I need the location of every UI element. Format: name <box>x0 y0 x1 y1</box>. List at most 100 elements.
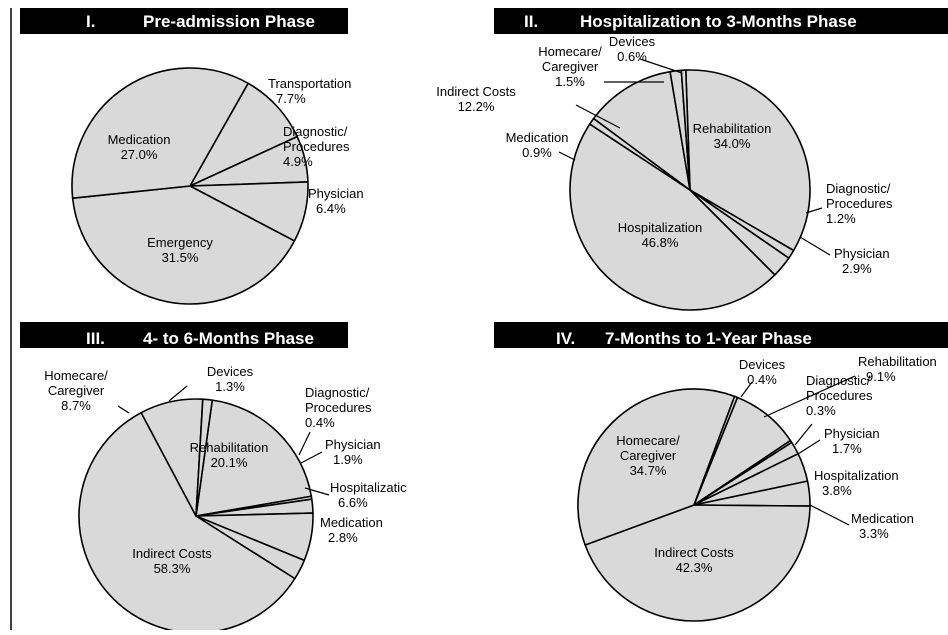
slice-value-label: 58.3% <box>154 561 191 576</box>
slice-value-label: 9.1% <box>866 369 896 384</box>
panel-4-label-devices: Devices 0.4% <box>739 357 786 387</box>
slice-name-label: Procedures <box>283 139 350 154</box>
panel-4-label-medication: Medication 3.3% <box>851 511 914 541</box>
slice-name-label: Indirect Costs <box>654 545 734 560</box>
panel-4-leader-physician <box>797 439 821 455</box>
panel-3-label-rehabilitation: Rehabilitation 20.1% <box>190 440 269 470</box>
slice-name-label: Devices <box>207 364 254 379</box>
slice-value-label: 2.9% <box>842 261 872 276</box>
slice-name-label: Hospitalization <box>814 468 899 483</box>
panel-2-label-medication: Medication 0.9% <box>506 130 569 160</box>
slice-name-label: Transportation <box>268 76 351 91</box>
slice-name-label: Medication <box>320 515 383 530</box>
slice-value-label: 8.7% <box>61 398 91 413</box>
panel-3-roman-numeral: III. <box>86 329 105 348</box>
slice-name-label: Diagnostic/ <box>283 124 348 139</box>
panel-3-slice-rehabilitation <box>195 399 313 517</box>
panel-4-title-bar <box>494 322 948 348</box>
panel-2-label-rehabilitation: Rehabilitation 34.0% <box>693 121 772 151</box>
slice-value-label: 34.0% <box>714 136 751 151</box>
panel-3-leader-hospitalizatic <box>304 487 330 496</box>
slice-value-label: 0.6% <box>617 49 647 64</box>
slice-value-label: 46.8% <box>642 235 679 250</box>
panel-3-title: 4- to 6-Months Phase <box>143 329 314 348</box>
slice-name-label: Homecare/ <box>538 44 602 59</box>
panel-1-label-medication: Medication 27.0% <box>108 132 171 162</box>
slice-name-label: Devices <box>609 34 656 49</box>
slice-name-label: Medication <box>506 130 569 145</box>
panel-3-label-medication: Medication 2.8% <box>320 515 383 545</box>
panel-3-label-devices: Devices 1.3% <box>207 364 254 394</box>
slice-name-label: Rehabilitation <box>190 440 269 455</box>
slice-name-label: Medication <box>108 132 171 147</box>
panel-2-slice-devices <box>680 69 691 191</box>
panel-4-slice-devices <box>693 395 739 506</box>
panel-2-label-hospitalization: Hospitalization 46.8% <box>618 220 703 250</box>
slice-name-label: Diagnostic/ <box>826 181 891 196</box>
slice-name-label: Medication <box>851 511 914 526</box>
panel-1-title: Pre-admission Phase <box>143 12 315 31</box>
slice-value-label: 1.3% <box>215 379 245 394</box>
slice-name-label: Devices <box>739 357 786 372</box>
slice-name-label: Hospitalization <box>618 220 703 235</box>
panel-2-label-devices: Devices 0.6% <box>609 34 656 64</box>
slice-name-label: Indirect Costs <box>132 546 212 561</box>
panel-3-slice-devices <box>195 398 214 517</box>
panel-4-leader-devices <box>740 381 753 398</box>
slice-value-label: 31.5% <box>162 250 199 265</box>
panel-2-label-physician: Physician 2.9% <box>834 246 890 276</box>
panel-1-roman-numeral: I. <box>86 12 95 31</box>
panel-2-leader-indirect-costs <box>575 104 621 129</box>
panel-4-label-indirect-costs: Indirect Costs 42.3% <box>654 545 734 575</box>
panel-4-label-physician: Physician 1.7% <box>824 426 880 456</box>
panel-3-leader-devices <box>168 385 188 402</box>
slice-name-label: Rehabilitation <box>693 121 772 136</box>
slice-value-label: 1.9% <box>333 452 363 467</box>
panel-2-title-bar <box>494 8 948 34</box>
slice-name-label: Caregiver <box>542 59 599 74</box>
slice-name-label: Physician <box>325 437 381 452</box>
panel-3-leader-physician <box>300 451 323 464</box>
panel-2-leader-physician <box>799 236 831 256</box>
panel-4-label-rehabilitation: Rehabilitation 9.1% <box>858 354 937 384</box>
panel-3-leader-homecare-caregiver <box>117 405 130 414</box>
panel-2-slice-hospitalization <box>569 123 776 311</box>
panel-3-label-diagnostic-procedures: Diagnostic/Procedures 0.4% <box>305 385 372 430</box>
slice-value-label: 6.6% <box>338 495 368 510</box>
slice-name-label: Rehabilitation <box>858 354 937 369</box>
panel-2-leader-devices <box>639 58 683 74</box>
slice-name-label: Procedures <box>826 196 893 211</box>
panel-4-label-homecare-caregiver: Homecare/Caregiver 34.7% <box>616 433 680 478</box>
panel-2-leader-medication <box>558 151 576 161</box>
slice-name-label: Homecare/ <box>616 433 680 448</box>
panel-1-label-diagnostic-procedures: Diagnostic/Procedures 4.9% <box>283 124 350 169</box>
panel-2-label-diagnostic-procedures: Diagnostic/Procedures 1.2% <box>826 181 893 226</box>
panel-3-slice-indirect-costs <box>78 411 296 634</box>
slice-name-label: Procedures <box>806 388 873 403</box>
panel-1-title-bar <box>20 8 348 34</box>
panel-2-label-indirect-costs: Indirect Costs 12.2% <box>436 84 516 114</box>
panel-1-slice-transportation <box>189 82 298 187</box>
slice-value-label: 7.7% <box>276 91 306 106</box>
panel-4-leader-diagnostic-procedures <box>794 423 813 446</box>
slice-name-label: Diagnostic/ <box>305 385 370 400</box>
slice-name-label: Procedures <box>305 400 372 415</box>
panel-2-roman-numeral: II. <box>524 12 538 31</box>
slice-value-label: 0.3% <box>806 403 836 418</box>
slice-value-label: 1.5% <box>555 74 585 89</box>
panel-4-leader-rehabilitation <box>763 375 856 418</box>
slice-value-label: 1.2% <box>826 211 856 226</box>
slice-name-label: Indirect Costs <box>436 84 516 99</box>
panel-4-slice-indirect-costs <box>584 504 811 622</box>
slice-value-label: 0.4% <box>747 372 777 387</box>
panel-4-slice-homecare-caregiver <box>577 388 736 546</box>
panel-2-label-homecare-caregiver: Homecare/Caregiver 1.5% <box>538 44 602 89</box>
slice-value-label: 1.7% <box>832 441 862 456</box>
panel-4-title: 7-Months to 1-Year Phase <box>605 329 812 348</box>
slice-value-label: 27.0% <box>121 147 158 162</box>
slice-value-label: 6.4% <box>316 201 346 216</box>
panel-2-leader-diagnostic-procedures <box>805 207 823 214</box>
panel-4-leader-medication <box>809 504 850 526</box>
panel-1-slice-emergency <box>71 185 296 305</box>
